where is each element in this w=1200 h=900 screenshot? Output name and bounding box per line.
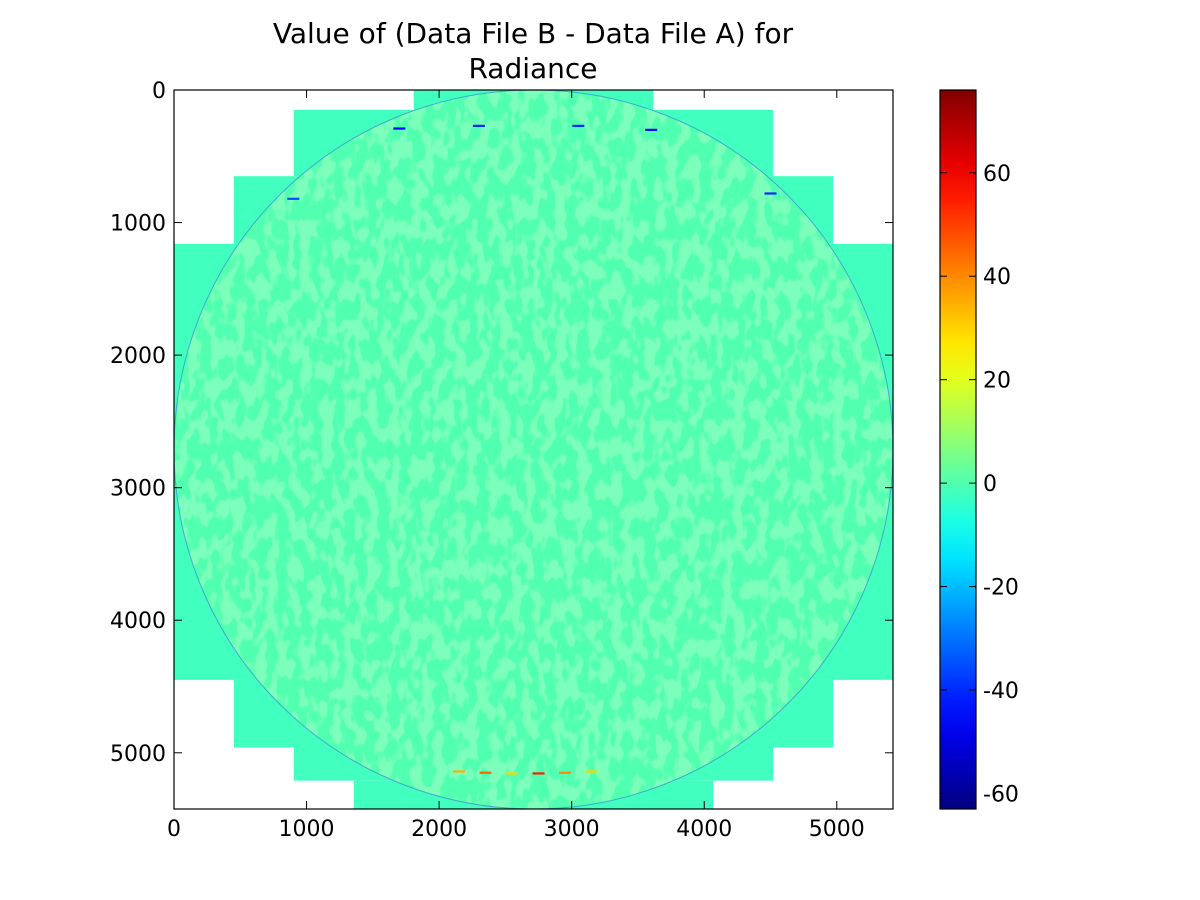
colorbar-tick-label-3: 0 — [983, 472, 997, 497]
chart-title-line-1: Value of (Data File B - Data File A) for — [273, 17, 794, 50]
limb-anomaly-7 — [472, 124, 485, 127]
colorbar-tick-label-1: -40 — [983, 679, 1019, 704]
y-tick-label-2: 2000 — [110, 344, 166, 369]
colorbar-tick-label-2: -20 — [983, 576, 1019, 601]
y-tick-label-3: 3000 — [110, 477, 166, 502]
plot-frame — [173, 89, 894, 810]
y-tick-label-0: 0 — [152, 79, 166, 104]
colorbar-tick-label-4: 20 — [983, 369, 1011, 394]
limb-anomalies — [287, 124, 777, 775]
limb-anomaly-8 — [572, 124, 585, 127]
chart-title-line-2: Radiance — [468, 52, 597, 85]
x-tick-label-1: 1000 — [279, 817, 335, 842]
x-tick-label-3: 3000 — [544, 817, 600, 842]
x-tick-label-4: 4000 — [676, 817, 732, 842]
y-tick-label-5: 5000 — [110, 742, 166, 767]
limb-anomaly-2 — [506, 772, 519, 775]
limb-anomaly-11 — [287, 197, 300, 200]
y-tick-label-1: 1000 — [110, 212, 166, 237]
y-axis: 0 1000 2000 3000 4000 5000 — [110, 79, 893, 767]
colorbar-strip — [939, 89, 977, 810]
colorbar-tick-label-5: 40 — [983, 265, 1011, 290]
x-axis: 0 1000 2000 3000 4000 5000 — [167, 90, 865, 842]
colorbar-tick-label-6: 60 — [983, 162, 1011, 187]
limb-anomaly-10 — [764, 192, 777, 195]
x-tick-label-5: 5000 — [809, 817, 865, 842]
limb-anomaly-3 — [532, 772, 545, 775]
disk-texture — [174, 90, 893, 809]
colorbar-ticks: -60 -40 -20 0 20 40 60 — [940, 162, 1019, 807]
limb-anomaly-1 — [479, 771, 492, 774]
limb-anomaly-6 — [393, 127, 406, 130]
x-tick-label-0: 0 — [167, 817, 181, 842]
limb-anomaly-5 — [585, 770, 598, 773]
limb-anomaly-9 — [645, 128, 658, 131]
colorbar-tick-label-0: -60 — [983, 782, 1019, 807]
limb-anomaly-0 — [453, 770, 466, 773]
plot-area: 0 1000 2000 3000 4000 5000 0 1000 2000 3000 4000 5… — [110, 79, 894, 842]
earth-disk — [174, 90, 893, 809]
colorbar: -60 -40 -20 0 20 40 60 — [939, 89, 1019, 810]
x-tick-label-2: 2000 — [411, 817, 467, 842]
limb-anomaly-4 — [559, 771, 572, 774]
y-tick-label-4: 4000 — [110, 609, 166, 634]
